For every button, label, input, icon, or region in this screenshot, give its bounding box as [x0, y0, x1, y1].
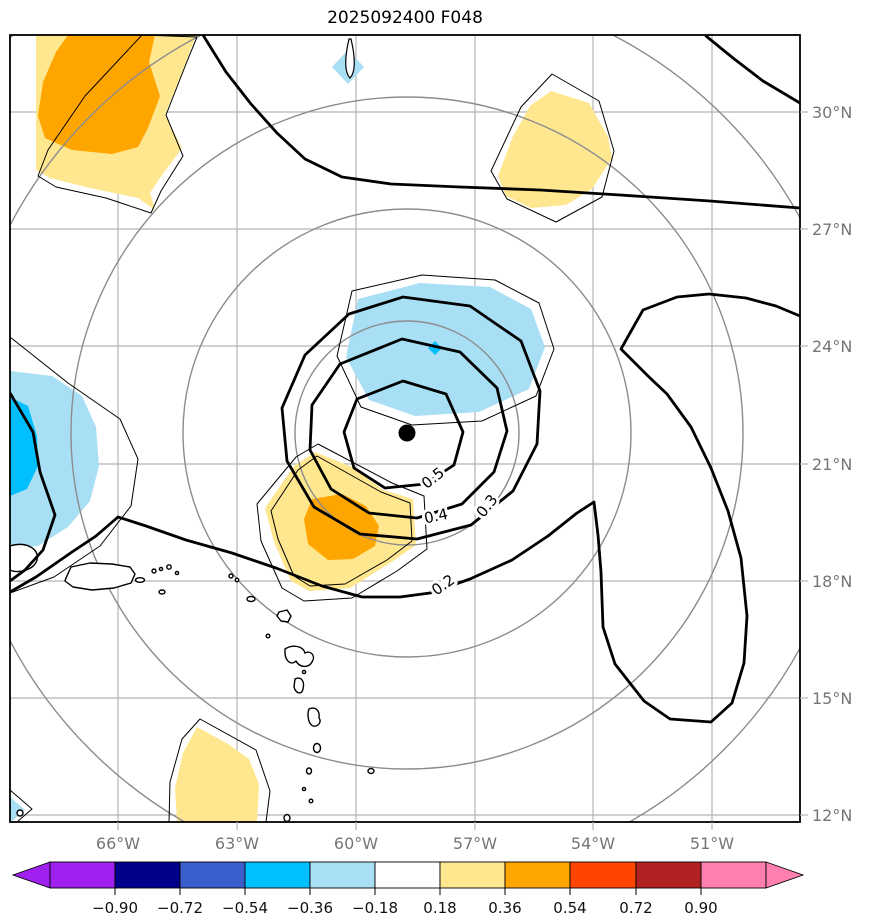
lat-tick-label: 24°N	[812, 337, 852, 356]
cbar-tick-label: 0.90	[684, 899, 717, 917]
lat-tick-label: 18°N	[812, 572, 852, 591]
antigua	[276, 609, 292, 623]
cbar-tick-label: −0.36	[287, 899, 333, 917]
cbar-tick-label: 0.72	[619, 899, 652, 917]
cbar-tick-label: −0.90	[92, 899, 138, 917]
cbar-tick-label: 0.18	[423, 899, 456, 917]
contour-0p5	[342, 379, 465, 490]
colorbar-left-arrow	[11, 861, 51, 889]
top-teardrop-contour	[345, 38, 355, 79]
region-nw-orange-core	[38, 35, 160, 154]
contour-0p2-north	[201, 35, 800, 210]
contour-topright	[704, 35, 800, 105]
guadeloupe	[284, 645, 315, 668]
cbar-tick-label: −0.54	[222, 899, 268, 917]
thin-contour-outlines	[10, 35, 615, 822]
colorbar-tick-marks	[114, 888, 702, 895]
lat-tick-label: 21°N	[812, 455, 852, 474]
region-west-blue	[10, 371, 99, 549]
lon-tick-label: 63°W	[215, 834, 259, 853]
dominica	[293, 677, 305, 694]
lat-tick-label: 12°N	[812, 806, 852, 825]
cbar-tick-label: −0.18	[352, 899, 398, 917]
cbar-tick-label: 0.54	[553, 899, 586, 917]
lat-tick-label: 27°N	[812, 220, 852, 239]
martinique	[307, 707, 321, 727]
latitude-axis: 30°N 27°N 24°N 21°N 18°N 15°N 12°N	[812, 103, 852, 825]
colorbar-tick-labels: −0.90 −0.72 −0.54 −0.36 −0.18 0.18 0.36 …	[92, 899, 718, 917]
storm-center-marker	[398, 424, 416, 442]
tick-marks	[117, 111, 808, 830]
cbar-tick-label: −0.72	[157, 899, 203, 917]
region-west-blue-core	[10, 397, 38, 496]
lon-tick-label: 66°W	[96, 834, 140, 853]
lon-tick-label: 57°W	[453, 834, 497, 853]
contour-label-0p4: 0.4	[422, 505, 449, 528]
lon-tick-label: 54°W	[571, 834, 615, 853]
graticule-grid	[10, 35, 800, 822]
plot-border	[9, 34, 801, 823]
contour-0p3	[280, 295, 542, 541]
thick-contours	[10, 35, 800, 724]
region-sw-orange-core	[304, 494, 379, 560]
contour-west	[10, 391, 57, 583]
lon-tick-label: 51°W	[690, 834, 734, 853]
region-bottomleft-blue	[10, 797, 25, 822]
lat-tick-label: 30°N	[812, 103, 852, 122]
colorbar: −0.90 −0.72 −0.54 −0.36 −0.18 0.18 0.36 …	[11, 861, 805, 917]
region-ne-yellow	[498, 91, 612, 208]
contour-0p4	[308, 337, 509, 520]
lon-tick-label: 60°W	[334, 834, 378, 853]
plot-title: 2025092400 F048	[327, 8, 483, 28]
colorbar-right-arrow	[765, 861, 805, 889]
puerto-rico	[64, 562, 136, 591]
region-south-yellow	[175, 727, 259, 822]
lat-tick-label: 15°N	[812, 689, 852, 708]
longitude-axis: 66°W 63°W 60°W 57°W 54°W 51°W	[96, 834, 734, 853]
contour-0p2-south	[10, 292, 800, 724]
colorbar-segments	[49, 861, 767, 889]
cbar-tick-label: 0.36	[488, 899, 521, 917]
